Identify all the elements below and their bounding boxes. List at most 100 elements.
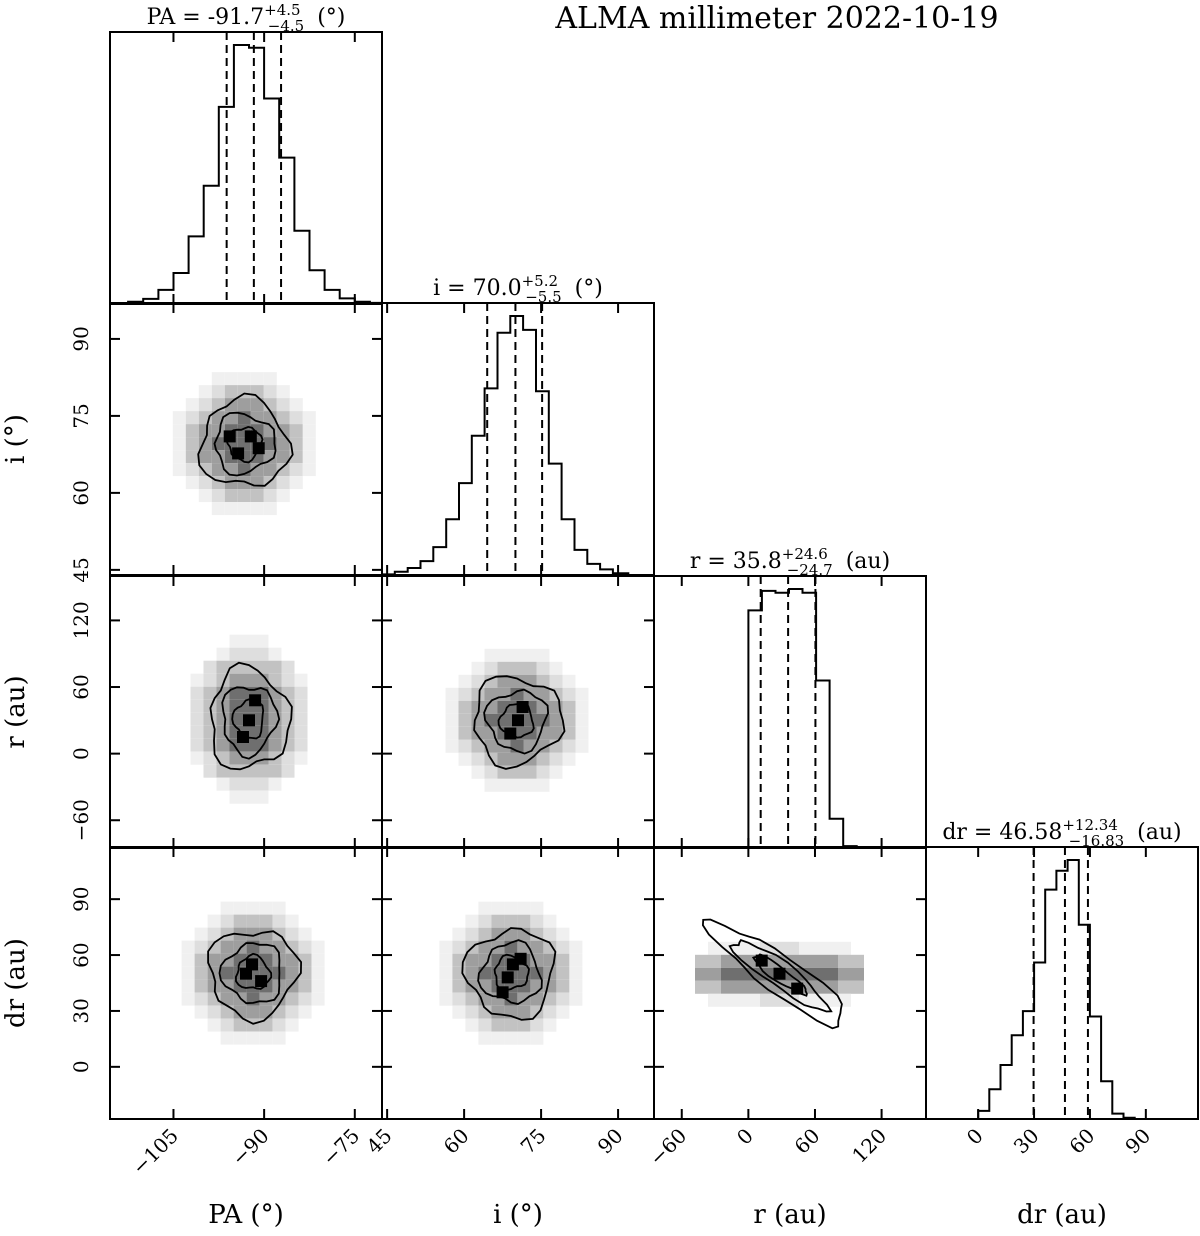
panel-title-i: i = 70.0+5.2 −5.5 (°) <box>433 272 603 306</box>
density-cell <box>294 725 308 739</box>
density-cell <box>289 463 303 477</box>
density-cell <box>549 674 563 688</box>
density-peak-point <box>237 731 249 743</box>
panel-title-unit-i: (°) <box>568 276 603 301</box>
density-cell <box>229 634 243 648</box>
density-cell <box>194 940 208 954</box>
density-cell <box>237 372 251 386</box>
density-cell <box>484 648 498 662</box>
y-axis-label-r: r (au) <box>1 675 31 748</box>
density-cell <box>229 647 243 661</box>
contour-line-1 <box>728 939 833 1013</box>
panel-title-PA: PA = -91.7+4.5 −4.5 (°) <box>147 1 346 35</box>
density-cell <box>504 901 518 915</box>
density-cell <box>255 634 269 648</box>
density-cell <box>543 992 557 1006</box>
histogram-panel-dr: dr = 46.58+12.34 −16.83 (au) <box>942 816 1182 1119</box>
density-cell <box>203 673 217 687</box>
density-cell <box>773 993 786 1007</box>
density-cell <box>298 979 312 993</box>
density-cell <box>549 713 563 727</box>
density-cell <box>439 940 453 954</box>
density-cell <box>536 752 550 766</box>
density-cell <box>220 901 234 915</box>
density-cell <box>285 966 299 980</box>
density-cell <box>458 687 472 701</box>
density-cell <box>708 993 721 1007</box>
density-cell <box>242 790 256 804</box>
panel-frame-r2-c2 <box>653 575 927 849</box>
density-cell <box>250 398 264 412</box>
density-cell <box>185 476 199 490</box>
density-peak-point <box>244 430 257 443</box>
density-cell <box>302 463 316 477</box>
density-cell <box>194 953 208 967</box>
density-cell <box>194 992 208 1006</box>
density-cell <box>471 661 485 675</box>
y-tick-label-dr: 60 <box>69 942 93 967</box>
density-cell <box>458 700 472 714</box>
density-cell <box>497 687 511 701</box>
density-cell <box>465 992 479 1006</box>
density-cell <box>220 927 234 941</box>
density-cell <box>268 764 282 778</box>
density-cell <box>471 739 485 753</box>
density-cell <box>562 713 576 727</box>
panel-title-sup-PA: +4.5 <box>264 1 300 19</box>
density-cell <box>497 778 511 792</box>
density-cell <box>250 502 264 516</box>
y-axis-label-dr: dr (au) <box>1 938 31 1028</box>
density-cell <box>510 765 524 779</box>
density-cell <box>721 980 734 994</box>
density-cell <box>497 700 511 714</box>
density-cell <box>517 927 531 941</box>
density-cell <box>198 398 212 412</box>
density-cell <box>510 752 524 766</box>
contour-line-1 <box>221 686 281 760</box>
density-cell <box>289 437 303 451</box>
density-peak-point <box>240 967 252 980</box>
density-cell <box>281 673 295 687</box>
density-cell <box>504 1031 518 1045</box>
figure-title: ALMA millimeter 2022-10-19 <box>554 1 998 36</box>
density-cell <box>556 966 570 980</box>
density-cell <box>194 1005 208 1019</box>
density-cell <box>549 752 563 766</box>
density-peak-point <box>243 714 255 727</box>
density-cell <box>276 450 290 464</box>
density-cell <box>276 437 290 451</box>
density-cell <box>285 927 299 941</box>
density-cell <box>281 751 295 765</box>
density-cell <box>747 941 760 955</box>
density-cell <box>510 778 524 792</box>
density-cell <box>311 979 325 993</box>
density-cell <box>198 463 212 477</box>
density-cell <box>695 980 708 994</box>
density-cell <box>259 1005 273 1019</box>
density-cell <box>224 502 238 516</box>
density-cell <box>695 954 708 968</box>
y-tick-label-r: 120 <box>69 601 93 639</box>
density-cell <box>302 424 316 438</box>
density-cell <box>172 450 186 464</box>
density-cell <box>530 1018 544 1032</box>
density-peak-point <box>255 975 268 988</box>
x-tick-label-PA: −105 <box>127 1124 183 1180</box>
density-cell <box>838 980 851 994</box>
density-cell <box>198 450 212 464</box>
density-cell <box>255 790 269 804</box>
density-cell <box>825 980 838 994</box>
density-cell <box>211 502 225 516</box>
panel-title-sub-dr: −16.83 <box>1069 832 1125 850</box>
density-cell <box>229 699 243 713</box>
density-cell <box>851 980 864 994</box>
x-tick-label-dr: 90 <box>1120 1124 1155 1159</box>
x-tick-label-dr: 60 <box>1064 1124 1099 1159</box>
density-cell <box>233 1005 247 1019</box>
density-cell <box>458 726 472 740</box>
contour-panel-PA-r <box>190 634 308 804</box>
density-cell <box>276 424 290 438</box>
x-axis-label-r: r (au) <box>753 1200 826 1230</box>
x-tick-label-r: 0 <box>732 1124 758 1150</box>
